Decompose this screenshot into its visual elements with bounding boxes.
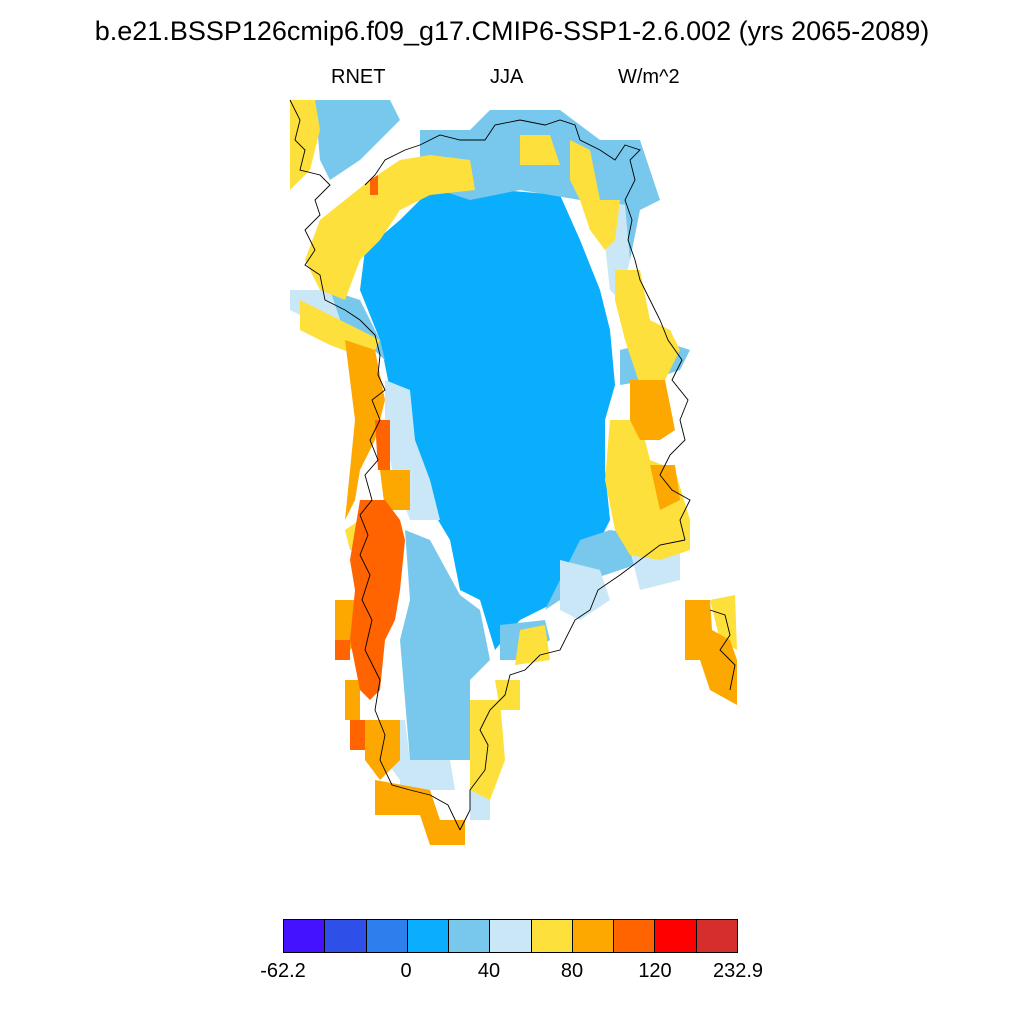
colorbar-box — [284, 920, 326, 952]
colorbar-box — [449, 920, 491, 952]
colorbar-box — [325, 920, 367, 952]
colorbar-box — [614, 920, 656, 952]
colorbar-tick-label: 232.9 — [712, 960, 764, 982]
colorbar-tick-label: 120 — [638, 960, 672, 982]
colorbar-tick-label: 80 — [560, 960, 584, 982]
variable-label: RNET — [331, 66, 386, 88]
orange-band — [335, 340, 737, 845]
coastline — [289, 99, 736, 831]
season-label: JJA — [490, 66, 524, 88]
ice-sheet-region — [360, 190, 615, 650]
colorbar-box — [366, 920, 408, 952]
colorbar-box — [407, 920, 450, 952]
colorbar-box — [696, 920, 737, 952]
dark-orange-band — [335, 175, 405, 750]
colorbar-box — [655, 920, 697, 952]
colorbar-tick-label: -62.2 — [260, 960, 306, 982]
colorbar-tick-label: 40 — [477, 960, 501, 982]
colorbar-box — [531, 920, 573, 952]
units-label: W/m^2 — [618, 66, 680, 88]
colorbar-box — [490, 920, 532, 952]
colorbar — [283, 919, 738, 953]
colorbar-box — [572, 920, 615, 952]
colorbar-tick-label: 0 — [400, 960, 412, 982]
plot-title: b.e21.BSSP126cmip6.f09_g17.CMIP6-SSP1-2.… — [94, 16, 930, 46]
